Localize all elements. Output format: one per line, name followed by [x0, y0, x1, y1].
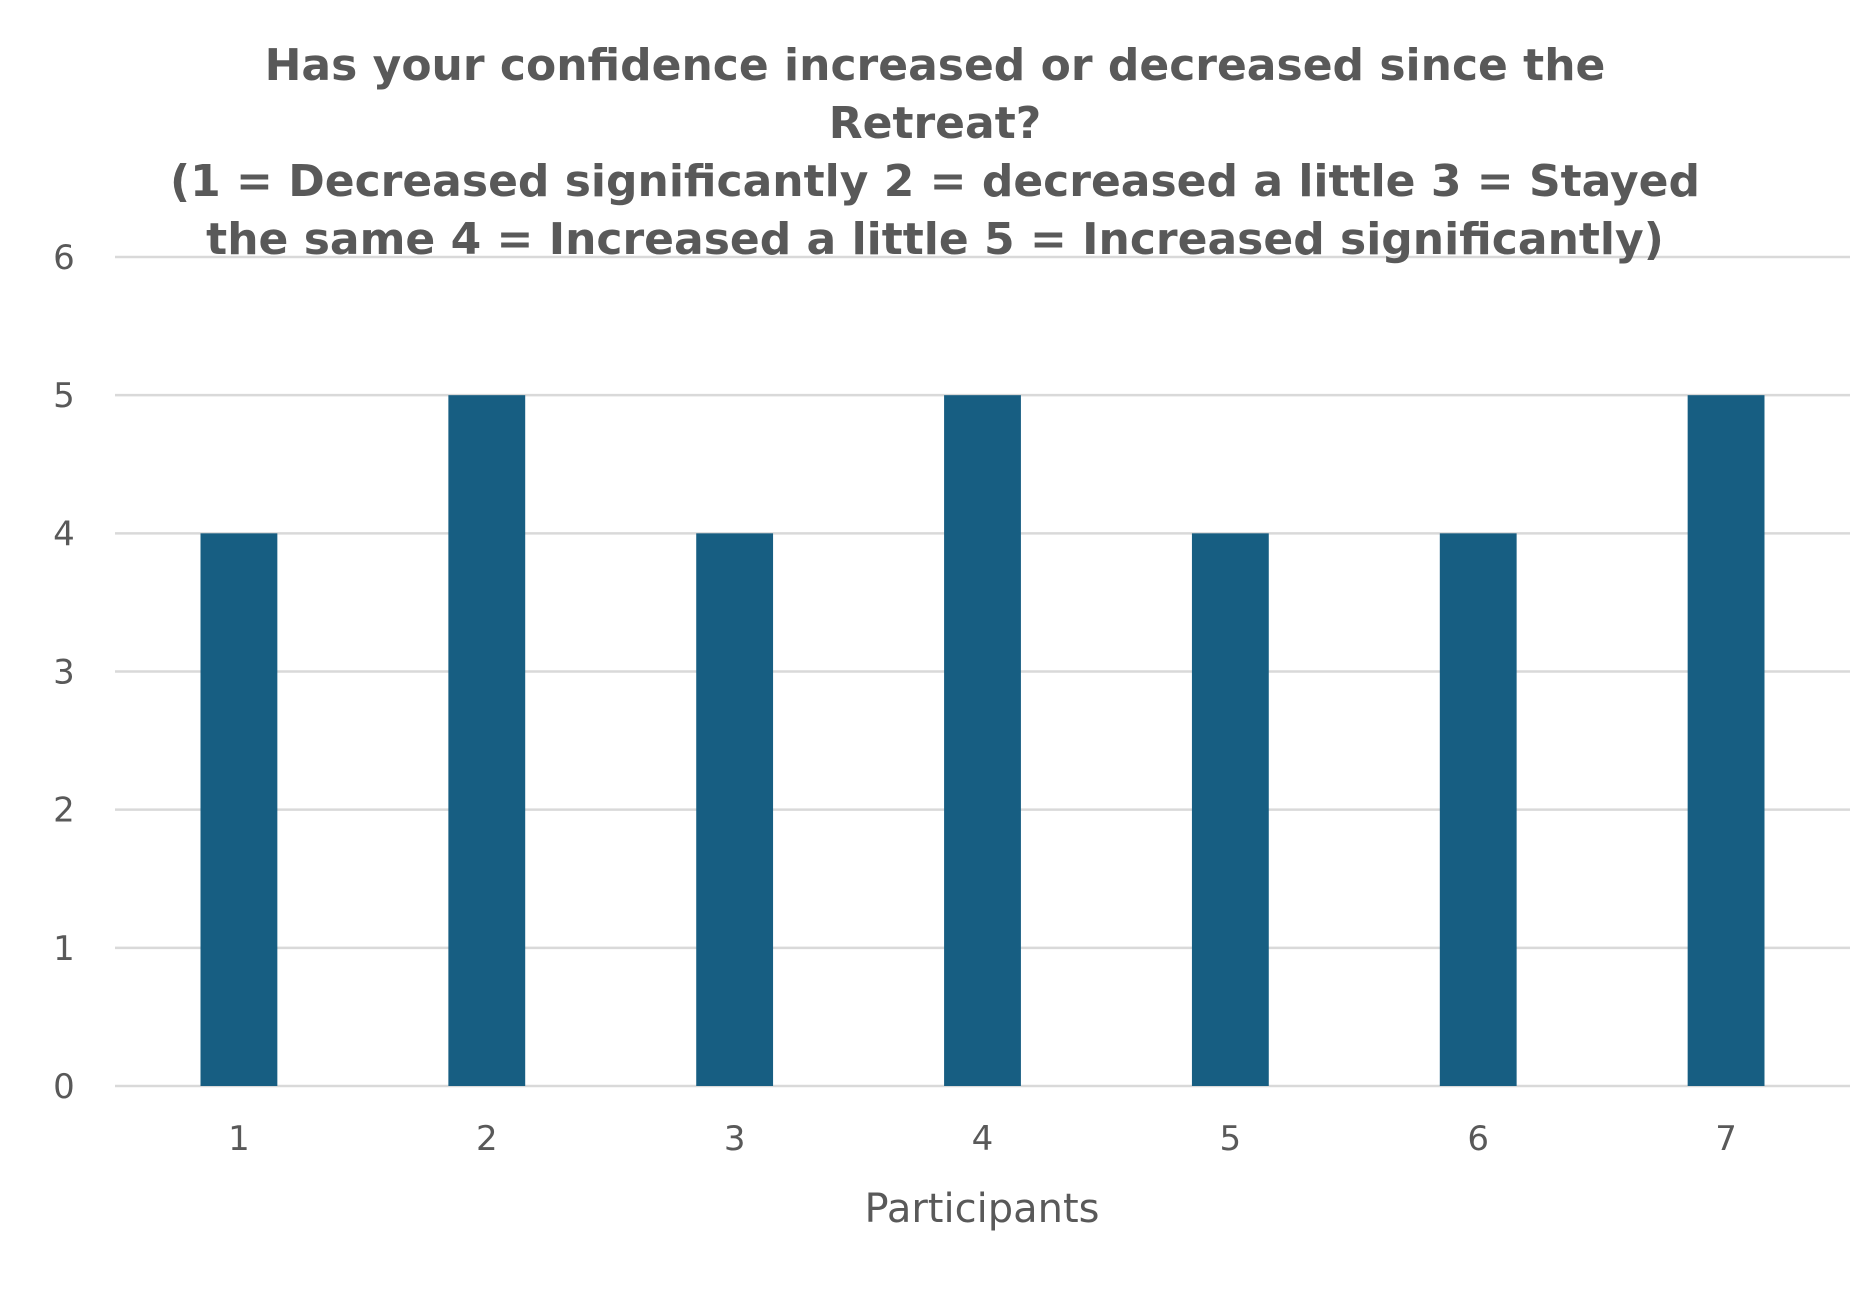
- chart-title-line-4: the same 4 = Increased a little 5 = Incr…: [206, 214, 1664, 265]
- bar-participant-7: [1687, 395, 1765, 1087]
- chart-title-line-1: Has your confidence increased or decreas…: [265, 40, 1606, 91]
- y-tick-label-6: 6: [53, 238, 75, 278]
- chart-title-line-3: (1 = Decreased significantly 2 = decreas…: [170, 156, 1700, 207]
- y-tick-label-0: 0: [53, 1067, 75, 1107]
- x-axis-title: Participants: [865, 1186, 1100, 1232]
- y-tick-label-4: 4: [53, 514, 75, 554]
- y-axis-tick-labels: 0 1 2 3 4 5 6: [53, 238, 75, 1107]
- y-tick-label-1: 1: [53, 929, 75, 969]
- x-tick-label-4: 4: [972, 1119, 994, 1159]
- chart-title-line-2: Retreat?: [829, 98, 1042, 149]
- bar-participant-6: [1439, 533, 1517, 1086]
- bar-participant-4: [944, 395, 1021, 1087]
- x-axis-tick-labels: 1 2 3 4 5 6 7: [228, 1119, 1737, 1159]
- x-tick-label-6: 6: [1467, 1119, 1489, 1159]
- y-tick-label-3: 3: [53, 653, 75, 693]
- x-tick-label-1: 1: [228, 1119, 250, 1159]
- y-tick-label-2: 2: [53, 791, 75, 831]
- x-tick-label-3: 3: [724, 1119, 746, 1159]
- y-tick-label-5: 5: [53, 376, 75, 416]
- bar-participant-3: [696, 533, 774, 1086]
- x-tick-label-7: 7: [1715, 1119, 1737, 1159]
- bars: [200, 395, 1765, 1087]
- x-tick-label-5: 5: [1220, 1119, 1242, 1159]
- bar-participant-1: [200, 533, 278, 1086]
- bar-participant-2: [448, 395, 526, 1087]
- bar-participant-5: [1191, 533, 1269, 1086]
- x-tick-label-2: 2: [476, 1119, 498, 1159]
